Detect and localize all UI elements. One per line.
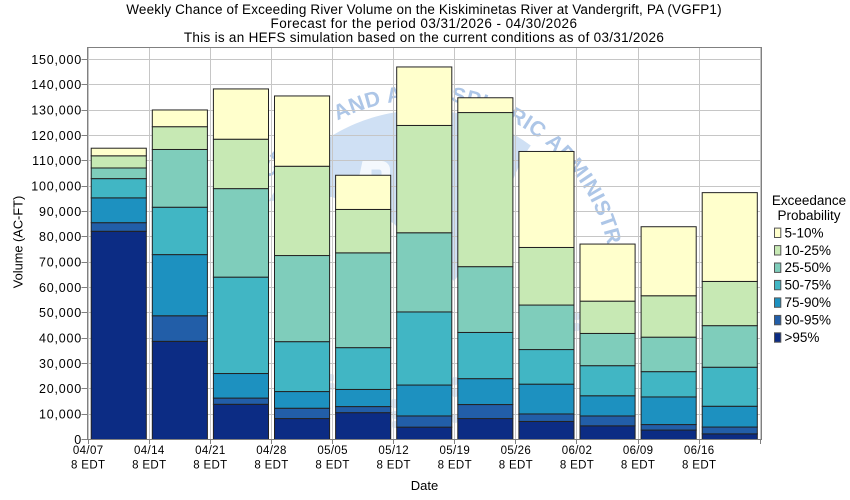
svg-text:8 EDT: 8 EDT — [254, 460, 288, 472]
svg-text:100,000: 100,000 — [31, 180, 82, 194]
svg-text:5-10%: 5-10% — [785, 225, 824, 240]
svg-text:110,000: 110,000 — [32, 154, 82, 168]
svg-text:Probability: Probability — [777, 208, 840, 223]
svg-text:04/07: 04/07 — [73, 445, 104, 457]
svg-text:8 EDT: 8 EDT — [438, 460, 472, 472]
svg-text:150,000: 150,000 — [31, 53, 82, 67]
svg-text:75-90%: 75-90% — [785, 295, 832, 310]
svg-text:10-25%: 10-25% — [785, 243, 832, 258]
svg-text:05/05: 05/05 — [317, 445, 348, 457]
svg-text:06/16: 06/16 — [684, 445, 715, 457]
svg-text:05/26: 05/26 — [501, 445, 532, 457]
svg-text:0: 0 — [74, 433, 82, 447]
svg-text:90,000: 90,000 — [39, 205, 82, 219]
svg-text:70,000: 70,000 — [39, 255, 82, 269]
svg-text:8 EDT: 8 EDT — [682, 460, 716, 472]
svg-text:8 EDT: 8 EDT — [560, 460, 594, 472]
svg-text:30,000: 30,000 — [39, 357, 82, 371]
svg-text:Volume (AC-FT): Volume (AC-FT) — [11, 196, 26, 288]
svg-text:20,000: 20,000 — [39, 382, 82, 396]
svg-text:8 EDT: 8 EDT — [377, 460, 411, 472]
svg-text:This is an HEFS simulation bas: This is an HEFS simulation based on the … — [184, 30, 664, 45]
svg-text:50,000: 50,000 — [39, 306, 82, 320]
svg-text:8 EDT: 8 EDT — [71, 460, 105, 472]
svg-text:Date: Date — [411, 478, 438, 493]
svg-text:90-95%: 90-95% — [785, 313, 832, 328]
svg-text:130,000: 130,000 — [31, 104, 82, 118]
svg-text:60,000: 60,000 — [39, 281, 82, 295]
svg-text:120,000: 120,000 — [31, 129, 82, 143]
svg-text:05/19: 05/19 — [440, 445, 471, 457]
svg-text:8 EDT: 8 EDT — [132, 460, 166, 472]
svg-text:8 EDT: 8 EDT — [193, 460, 227, 472]
svg-text:Weekly Chance of Exceeding Riv: Weekly Chance of Exceeding River Volume … — [126, 2, 721, 17]
svg-text:Exceedance: Exceedance — [772, 193, 846, 208]
svg-text:80,000: 80,000 — [39, 230, 82, 244]
svg-text:10,000: 10,000 — [39, 407, 82, 421]
svg-text:8 EDT: 8 EDT — [499, 460, 533, 472]
svg-text:Forecast for the period 03/31/: Forecast for the period 03/31/2026 - 04/… — [271, 16, 578, 31]
svg-text:05/12: 05/12 — [378, 445, 409, 457]
svg-text:140,000: 140,000 — [31, 78, 82, 92]
svg-text:8 EDT: 8 EDT — [315, 460, 349, 472]
svg-text:06/09: 06/09 — [623, 445, 654, 457]
svg-text:40,000: 40,000 — [39, 331, 82, 345]
svg-text:>95%: >95% — [785, 330, 820, 345]
svg-text:04/21: 04/21 — [195, 445, 226, 457]
svg-text:04/14: 04/14 — [134, 445, 165, 457]
svg-text:06/02: 06/02 — [562, 445, 593, 457]
svg-text:50-75%: 50-75% — [785, 278, 832, 293]
svg-text:04/28: 04/28 — [256, 445, 287, 457]
svg-text:25-50%: 25-50% — [785, 260, 832, 275]
svg-text:8 EDT: 8 EDT — [621, 460, 655, 472]
